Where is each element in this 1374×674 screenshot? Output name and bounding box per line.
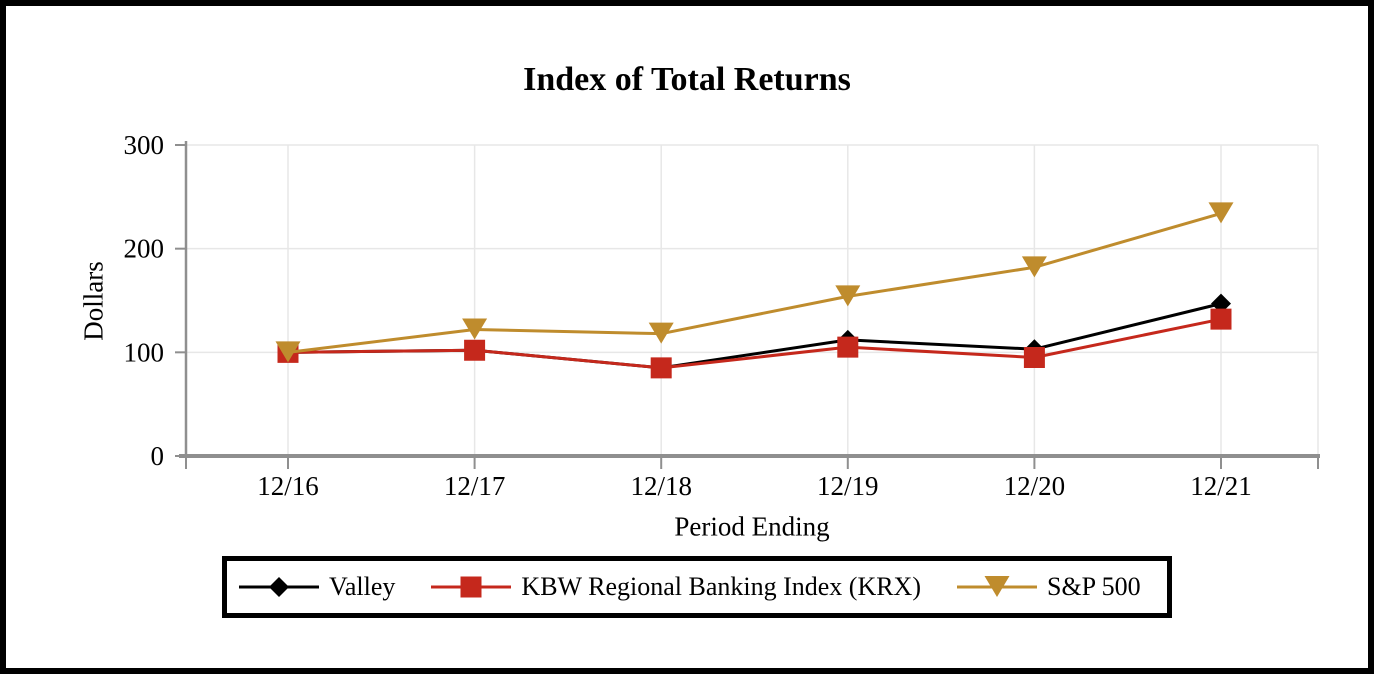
legend-label-kbw-regional-banking-index-krx: KBW Regional Banking Index (KRX)	[521, 572, 921, 601]
x-tick-label: 12/19	[817, 471, 879, 501]
y-tick-label: 100	[124, 337, 165, 367]
square-icon-kbw-regional-banking-index-krx	[1210, 308, 1232, 330]
legend-square-icon	[460, 576, 482, 598]
square-icon-kbw-regional-banking-index-krx	[837, 336, 859, 358]
y-tick-label: 0	[151, 441, 165, 471]
legend-diamond-icon	[239, 577, 319, 597]
legend-diamond-icon	[269, 577, 289, 597]
legend-item-s-p-500: S&P 500	[957, 565, 1141, 609]
y-axis-title: Dollars	[78, 261, 109, 341]
x-axis-title: Period Ending	[674, 511, 830, 542]
triangle-down-icon-s-p-500	[1208, 202, 1234, 224]
x-tick-label: 12/20	[1004, 471, 1066, 501]
x-tick-label: 12/21	[1190, 471, 1252, 501]
triangle-down-icon-s-p-500	[835, 285, 861, 307]
series-line-s-p-500	[287, 211, 1222, 354]
series-line-kbw-regional-banking-index-krx	[287, 317, 1222, 370]
legend-square-icon	[431, 576, 512, 598]
square-icon-kbw-regional-banking-index-krx	[650, 357, 672, 379]
triangle-down-icon-s-p-500	[462, 318, 488, 340]
triangle-down-icon-s-p-500	[275, 341, 301, 363]
legend-triangle-down-icon	[984, 576, 1010, 597]
triangle-down-icon-s-p-500	[1021, 256, 1047, 278]
x-tick-label: 12/17	[444, 471, 506, 501]
legend-label-s-p-500: S&P 500	[1047, 572, 1141, 601]
triangle-down-icon-s-p-500	[648, 322, 674, 344]
diamond-icon-valley	[1211, 293, 1231, 314]
y-tick-label: 200	[124, 234, 165, 264]
x-tick-label: 12/16	[257, 471, 319, 501]
legend-item-valley: Valley	[239, 565, 395, 609]
legend: Valley KBW Regional Banking Index (KRX) S&…	[222, 556, 1172, 618]
square-icon-kbw-regional-banking-index-krx	[1023, 347, 1045, 369]
square-icon-kbw-regional-banking-index-krx	[464, 339, 486, 361]
legend-item-kbw-regional-banking-index-krx: KBW Regional Banking Index (KRX)	[431, 565, 921, 609]
legend-triangle-down-icon	[957, 576, 1037, 597]
y-tick-label: 300	[124, 130, 165, 160]
chart-title: Index of Total Returns	[523, 61, 851, 98]
plot-area: 0 100 200 300 12/16 12/17 12/18 12/19 12/20 12/21	[124, 130, 1320, 501]
x-tick-label: 12/18	[630, 471, 692, 501]
legend-label-valley: Valley	[329, 572, 396, 601]
